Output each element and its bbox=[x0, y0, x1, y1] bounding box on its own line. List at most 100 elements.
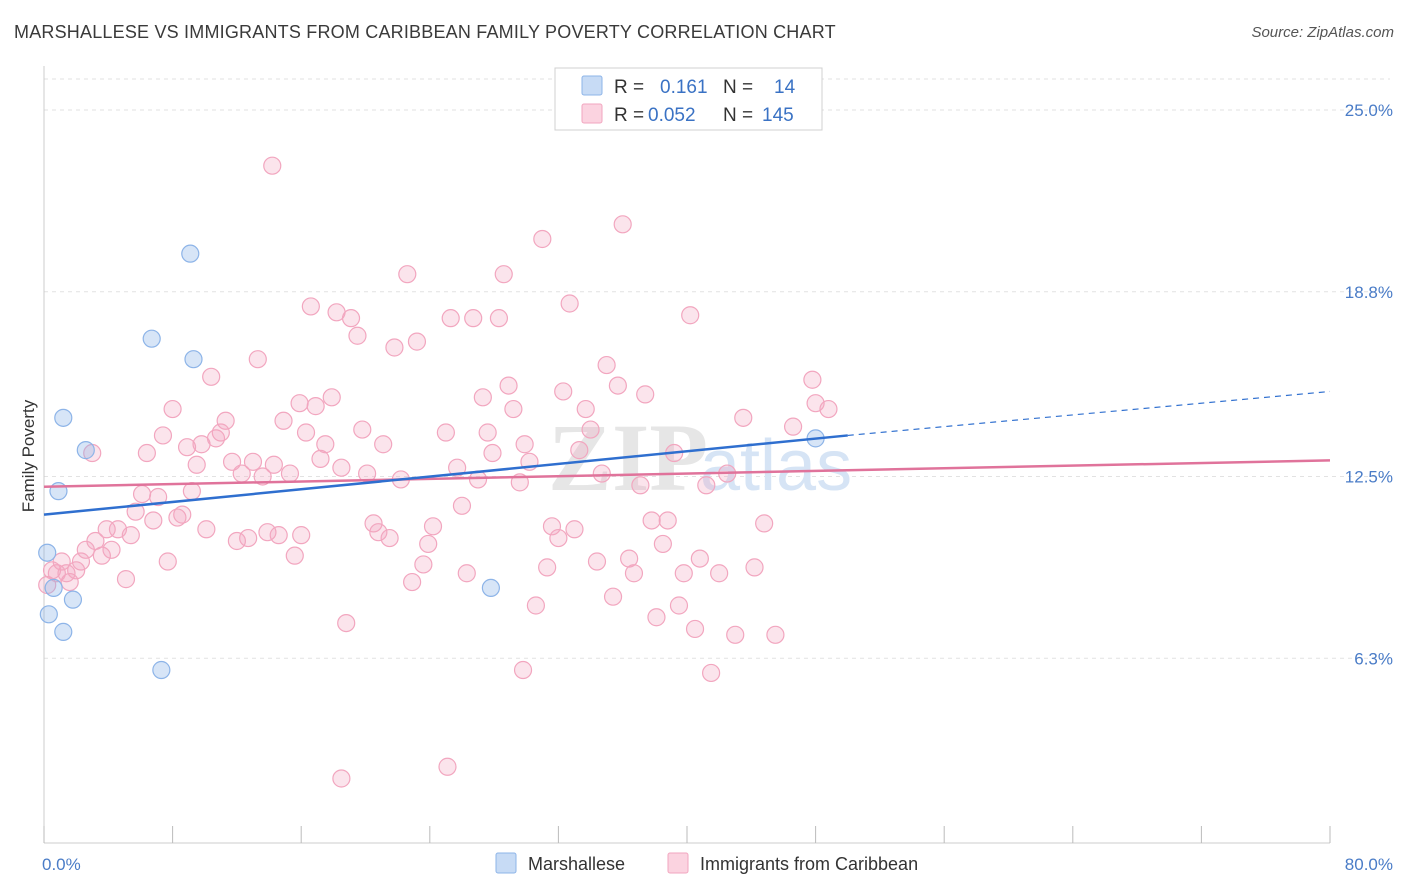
caribbean-point bbox=[311, 449, 330, 468]
caribbean-point bbox=[285, 546, 304, 565]
caribbean-point bbox=[211, 423, 230, 442]
caribbean-point bbox=[173, 505, 192, 524]
x-tick-label: 0.0% bbox=[42, 855, 81, 874]
source-label: Source: ZipAtlas.com bbox=[1251, 24, 1394, 41]
marshallese-point bbox=[54, 622, 73, 641]
caribbean-point bbox=[337, 613, 356, 633]
caribbean-point bbox=[538, 558, 557, 577]
caribbean-point bbox=[489, 309, 509, 328]
caribbean-point bbox=[448, 458, 467, 477]
trend-lines bbox=[43, 390, 1331, 516]
caribbean-point bbox=[414, 555, 433, 574]
caribbean-point bbox=[642, 511, 661, 530]
caribbean-point bbox=[274, 411, 293, 430]
caribbean-point bbox=[597, 355, 616, 375]
caribbean-point bbox=[653, 534, 672, 554]
caribbean-point bbox=[407, 332, 427, 351]
caribbean-point bbox=[766, 625, 785, 644]
legend-n-value: 145 bbox=[762, 105, 794, 126]
caribbean-point bbox=[478, 423, 497, 442]
marshallese-point bbox=[44, 578, 63, 598]
caribbean-point bbox=[658, 511, 677, 530]
caribbean-point bbox=[398, 265, 417, 284]
caribbean-point bbox=[353, 420, 372, 439]
caribbean-point bbox=[187, 455, 206, 474]
caribbean-point bbox=[137, 443, 156, 463]
x-tick-labels: 0.0% 80.0% bbox=[42, 855, 1393, 874]
chart-title: MARSHALLESE VS IMMIGRANTS FROM CARIBBEAN… bbox=[14, 22, 836, 42]
caribbean-point bbox=[116, 570, 136, 589]
caribbean-point bbox=[504, 399, 523, 419]
caribbean-point bbox=[576, 399, 595, 419]
caribbean-point bbox=[182, 482, 201, 501]
caribbean-point bbox=[565, 520, 584, 539]
caribbean-point bbox=[669, 596, 689, 615]
caribbean-point bbox=[690, 549, 709, 568]
watermark-atlas: atlas bbox=[700, 426, 852, 506]
caribbean-point bbox=[67, 561, 86, 580]
caribbean-point bbox=[206, 429, 226, 448]
caribbean-point bbox=[403, 572, 422, 592]
caribbean-point bbox=[587, 552, 607, 571]
caribbean-point bbox=[102, 540, 121, 559]
caribbean-point bbox=[153, 426, 173, 445]
caribbean-point bbox=[755, 514, 774, 533]
caribbean-point bbox=[202, 367, 221, 386]
marshallese-point bbox=[152, 660, 171, 680]
caribbean-point bbox=[296, 423, 316, 442]
caribbean-trend-line bbox=[43, 459, 1331, 489]
y-axis-label: Family Poverty bbox=[19, 399, 38, 512]
caribbean-point bbox=[499, 376, 518, 395]
caribbean-point bbox=[542, 517, 562, 536]
caribbean-point bbox=[710, 564, 729, 583]
caribbean-point bbox=[636, 385, 655, 404]
legend-r-value: 0.052 bbox=[648, 105, 696, 126]
data-points bbox=[38, 156, 838, 788]
legend-n-label: N = bbox=[723, 77, 753, 98]
marshallese-point bbox=[184, 350, 203, 369]
caribbean-point bbox=[316, 435, 335, 454]
caribbean-point bbox=[436, 423, 455, 442]
caribbean-point bbox=[301, 297, 320, 316]
marshallese-point bbox=[76, 441, 95, 460]
caribbean-point bbox=[332, 769, 351, 788]
caribbean-point bbox=[290, 394, 309, 413]
caribbean-point bbox=[526, 596, 545, 615]
legend-n-value: 14 bbox=[774, 77, 796, 98]
caribbean-point bbox=[464, 309, 483, 328]
caribbean-point bbox=[549, 528, 568, 548]
caribbean-point bbox=[726, 625, 745, 644]
marshallese-trend-extension bbox=[847, 390, 1331, 437]
caribbean-point bbox=[280, 464, 300, 483]
caribbean-point bbox=[168, 508, 187, 527]
marshallese-trend-line bbox=[43, 434, 848, 516]
legend-bottom-label: Immigrants from Caribbean bbox=[700, 854, 918, 874]
caribbean-point bbox=[322, 388, 341, 407]
caribbean-point bbox=[457, 564, 476, 583]
caribbean-point bbox=[364, 514, 383, 533]
caribbean-point bbox=[292, 526, 311, 545]
caribbean-point bbox=[570, 441, 589, 460]
x-tick-label: 80.0% bbox=[1345, 855, 1393, 874]
legend-n-label: N = bbox=[723, 105, 753, 126]
caribbean-point bbox=[603, 587, 623, 606]
caribbean-point bbox=[631, 476, 650, 495]
caribbean-point bbox=[177, 438, 197, 457]
caribbean-point bbox=[533, 229, 552, 249]
legend-bottom-label: Marshallese bbox=[528, 854, 625, 874]
caribbean-point bbox=[624, 564, 644, 583]
caribbean-point bbox=[92, 546, 111, 565]
marshallese-point bbox=[181, 244, 200, 263]
legend-r-label: R = bbox=[614, 105, 644, 126]
legend-r-value: 0.161 bbox=[660, 77, 708, 98]
watermark: ZIP atlas bbox=[548, 404, 852, 511]
legend-bottom: Marshallese Immigrants from Caribbean bbox=[495, 852, 918, 874]
caribbean-point bbox=[560, 294, 579, 313]
caribbean-point bbox=[348, 326, 367, 345]
legend-top: R = 0.161 N = 14 R = 0.052 N = 145 bbox=[554, 67, 823, 131]
caribbean-point bbox=[248, 350, 267, 369]
legend-bottom-swatch-marshallese bbox=[495, 852, 517, 874]
caribbean-point bbox=[647, 608, 666, 627]
caribbean-point bbox=[483, 443, 502, 463]
legend-bottom-swatch-caribbean bbox=[667, 852, 689, 874]
